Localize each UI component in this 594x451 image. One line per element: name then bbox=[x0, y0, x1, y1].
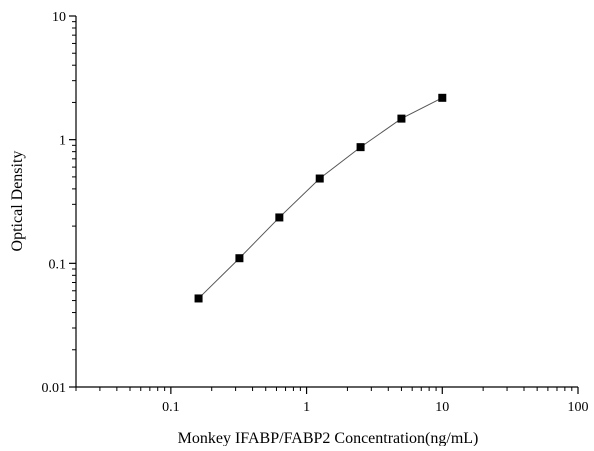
y-tick-label: 0.01 bbox=[42, 381, 67, 396]
data-point-marker bbox=[194, 294, 203, 303]
data-point-marker bbox=[235, 254, 244, 263]
y-tick-label: 10 bbox=[52, 10, 66, 25]
data-point-marker bbox=[275, 213, 284, 222]
y-tick-label: 1 bbox=[59, 134, 66, 149]
tick-labels: 0.1 1 10 100 0.01 0.1 1 10 bbox=[42, 10, 589, 415]
axis-ticks bbox=[69, 15, 579, 394]
x-tick-label: 0.1 bbox=[162, 400, 180, 415]
data-point-marker bbox=[397, 114, 406, 123]
data-point-marker bbox=[315, 174, 324, 183]
x-tick-label: 1 bbox=[303, 400, 310, 415]
y-tick-label: 0.1 bbox=[49, 257, 67, 272]
x-tick-label: 100 bbox=[568, 400, 589, 415]
y-axis-title: Optical Density bbox=[9, 151, 26, 252]
x-tick-label: 10 bbox=[435, 400, 449, 415]
x-axis-title: Monkey IFABP/FABP2 Concentration(ng/mL) bbox=[178, 430, 479, 446]
data-point-marker bbox=[438, 93, 447, 102]
data-series bbox=[194, 93, 447, 303]
series-line bbox=[198, 97, 443, 299]
data-point-marker bbox=[356, 143, 365, 152]
axes bbox=[75, 16, 578, 388]
